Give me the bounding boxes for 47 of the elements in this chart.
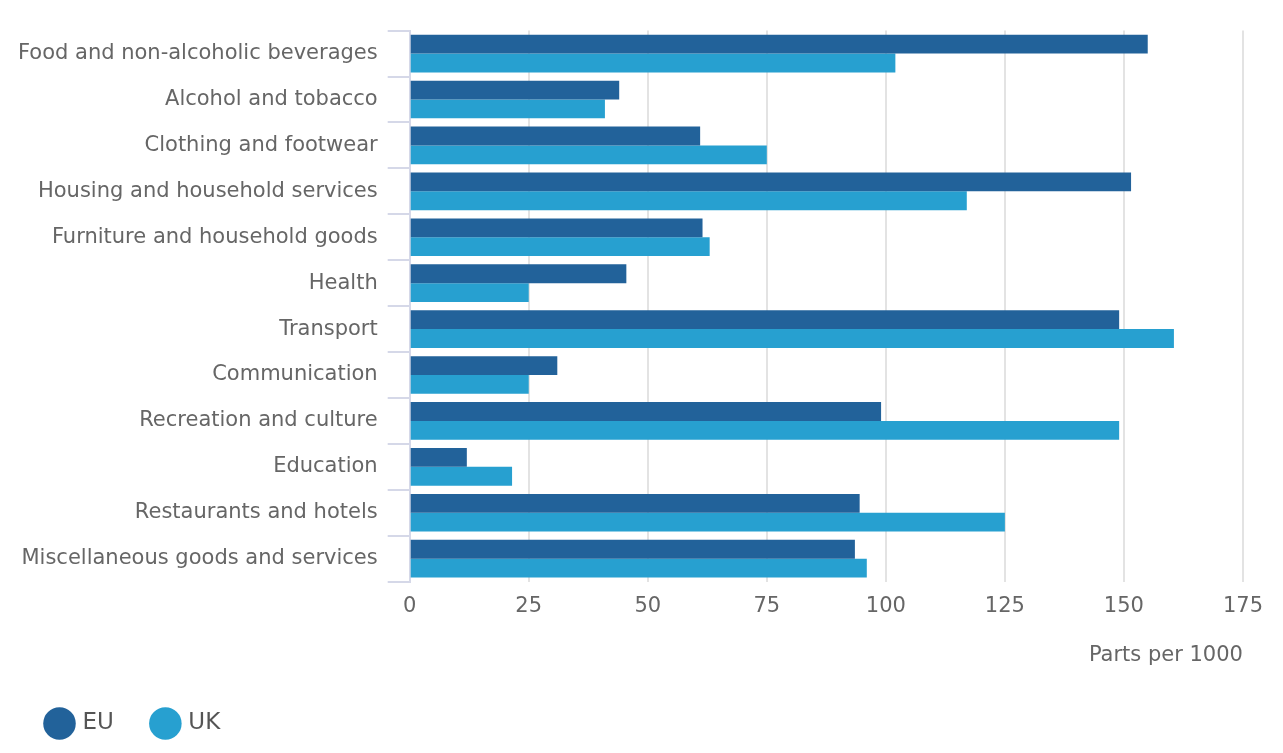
bar — [410, 218, 703, 238]
bar — [410, 329, 1174, 348]
bar — [410, 493, 860, 513]
y-tick-label: Communication — [212, 361, 378, 386]
y-tick-label: Transport — [278, 315, 378, 340]
bar — [410, 356, 558, 375]
bar — [410, 466, 513, 486]
y-tick-label: Recreation and culture — [139, 407, 378, 432]
bar — [410, 237, 710, 257]
bar — [410, 420, 1120, 440]
bar — [410, 283, 529, 302]
bar — [410, 80, 620, 100]
x-tick-label: 150 — [1103, 592, 1144, 617]
y-tick-label: Clothing and footwear — [144, 131, 379, 156]
bar — [410, 310, 1120, 330]
bar — [410, 53, 896, 73]
bar — [410, 264, 627, 284]
x-tick-label: 75 — [753, 592, 781, 617]
bar — [410, 402, 882, 421]
bar — [410, 512, 1005, 532]
y-tick-label: Furniture and household goods — [51, 223, 378, 248]
bar — [410, 539, 855, 559]
bar — [410, 374, 529, 394]
y-tick-label: Education — [273, 453, 378, 478]
bar — [410, 558, 867, 578]
x-tick-label: 25 — [515, 592, 543, 617]
bar — [410, 172, 1132, 192]
bar — [410, 126, 701, 146]
legend-label: UK — [188, 708, 222, 735]
x-tick-label: 100 — [865, 592, 906, 617]
legend-label: EU — [82, 708, 114, 735]
x-tick-label: 50 — [634, 592, 662, 617]
y-tick-label: Health — [308, 269, 378, 294]
bar — [410, 99, 605, 119]
bar — [410, 447, 467, 467]
y-tick-label: Restaurants and hotels — [134, 499, 378, 524]
y-tick-label: Housing and household services — [37, 177, 378, 202]
y-tick-label: Food and non-alcoholic beverages — [17, 40, 378, 65]
bar — [410, 34, 1148, 54]
bar — [410, 191, 967, 211]
x-tick-label: 125 — [984, 592, 1025, 617]
bar — [410, 145, 767, 165]
x-tick-label: 0 — [403, 592, 417, 617]
x-axis-title: Parts per 1000 — [1088, 641, 1243, 666]
y-tick-label: Alcohol and tobacco — [165, 85, 378, 110]
y-tick-label: Miscellaneous goods and services — [21, 545, 378, 570]
x-tick-label: 175 — [1222, 592, 1264, 617]
